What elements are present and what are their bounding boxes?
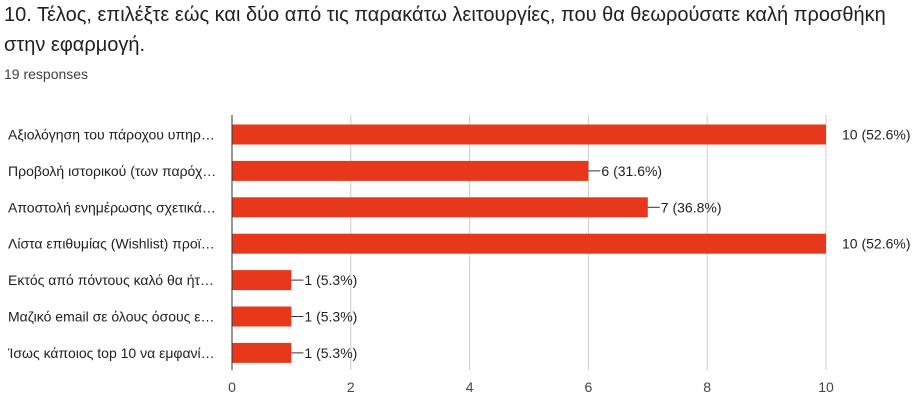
bar <box>232 342 292 363</box>
bar <box>232 306 292 327</box>
value-label: 10 (52.6%) <box>842 236 910 252</box>
category-label: Αποστολή ενημέρωσης σχετικά… <box>8 199 216 215</box>
x-tick-label: 0 <box>228 379 236 395</box>
category-label: Προβολή ιστορικού (των παρόχ… <box>8 163 216 179</box>
category-label: Λίστα επιθυμίας (Wishlist) προϊ… <box>8 236 215 252</box>
value-label: 1 (5.3%) <box>304 309 357 325</box>
bar <box>232 197 648 218</box>
bar <box>232 160 589 181</box>
x-tick-label: 6 <box>585 379 593 395</box>
category-label: Αξιολόγηση του πάροχου υπηρ… <box>8 127 215 143</box>
category-label: Μαζικό email σε όλους όσους ε… <box>8 309 215 325</box>
response-count: 19 responses <box>4 66 89 82</box>
x-tick-label: 8 <box>703 379 711 395</box>
bars <box>232 124 826 363</box>
bar <box>232 124 826 145</box>
x-axis-ticks: 0 2 4 6 8 10 <box>228 379 834 395</box>
x-tick-label: 2 <box>347 379 355 395</box>
value-labels: 10 (52.6%) 6 (31.6%) 7 (36.8%) 10 (52.6%) 1 … <box>291 127 910 361</box>
bar <box>232 270 292 291</box>
question-title: 10. Τέλος, επιλέξτε εώς και δύο από τις … <box>4 4 886 56</box>
x-tick-label: 4 <box>466 379 474 395</box>
value-label: 6 (31.6%) <box>601 163 662 179</box>
bar <box>232 233 826 254</box>
value-label: 1 (5.3%) <box>304 345 357 361</box>
category-label: Εκτός από πόντους καλό θα ήτ… <box>8 272 214 288</box>
value-label: 1 (5.3%) <box>304 272 357 288</box>
x-tick-label: 10 <box>818 379 834 395</box>
value-label: 10 (52.6%) <box>842 127 910 143</box>
value-label: 7 (36.8%) <box>661 199 722 215</box>
category-label: Ίσως κάποιος top 10 να εμφανί… <box>7 345 215 361</box>
category-labels: Αξιολόγηση του πάροχου υπηρ… Προβολή ιστο… <box>7 127 216 361</box>
